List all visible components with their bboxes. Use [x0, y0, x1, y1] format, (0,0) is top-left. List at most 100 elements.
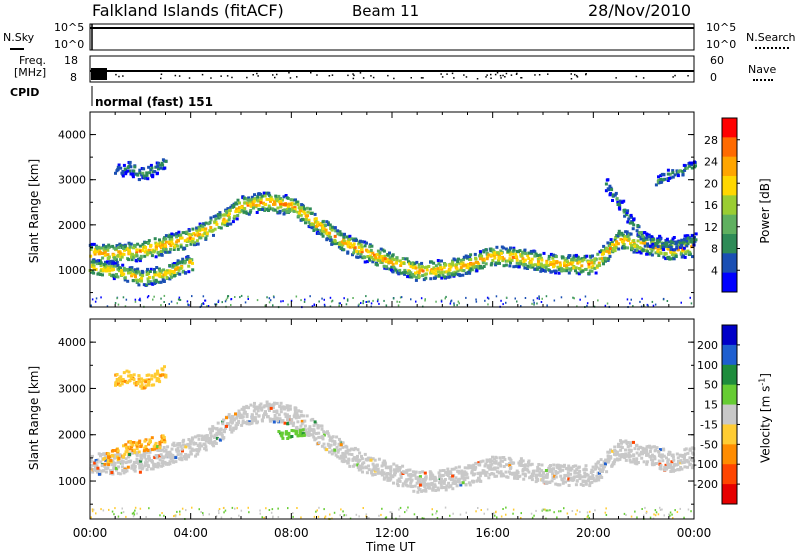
ground-scatter-cell: [377, 298, 379, 301]
range-gate-cell: [596, 252, 600, 256]
range-gate-cell: [458, 481, 462, 485]
range-gate-cell: [442, 469, 446, 472]
range-gate-cell: [107, 463, 111, 467]
range-gate-cell: [469, 258, 473, 261]
range-gate-cell: [397, 477, 401, 481]
ground-scatter-cell: [514, 297, 516, 300]
range-gate-cell: [108, 269, 112, 273]
range-gate-cell: [656, 249, 660, 253]
range-gate-cell: [683, 465, 687, 469]
ground-scatter-cell: [487, 297, 490, 300]
range-gate-cell: [509, 246, 512, 250]
range-gate-cell: [295, 200, 299, 204]
ground-scatter-cell: [630, 298, 632, 301]
colorbar-tick-label: -100: [693, 458, 718, 471]
ground-scatter-cell: [231, 506, 234, 509]
range-gate-cell: [438, 271, 442, 275]
range-gate-cell: [257, 414, 261, 418]
range-gate-cell: [330, 449, 334, 453]
y-tick-label: 3000: [58, 382, 86, 395]
range-gate-cell: [241, 421, 245, 425]
range-gate-cell: [103, 250, 107, 254]
range-gate-cell: [149, 267, 153, 271]
range-gate-cell: [179, 243, 183, 247]
ground-scatter-cell: [346, 298, 349, 301]
range-gate-cell: [346, 244, 350, 248]
range-gate-cell: [247, 200, 251, 204]
range-gate-cell: [547, 257, 551, 261]
range-gate-cell: [259, 196, 263, 200]
range-gate-cell: [167, 240, 171, 244]
range-gate-cell: [161, 463, 165, 467]
range-gate-cell: [677, 170, 681, 174]
range-gate-cell: [568, 254, 572, 258]
colorbar-tick-label: 4: [711, 264, 718, 277]
range-gate-cell: [117, 269, 121, 273]
ground-scatter-cell: [683, 516, 685, 519]
range-gate-cell: [487, 476, 491, 480]
range-gate-cell: [187, 270, 191, 274]
range-gate-cell: [168, 450, 172, 454]
ground-scatter-cell: [191, 506, 193, 509]
range-gate-cell: [142, 167, 146, 171]
range-gate-cell: [300, 206, 304, 210]
range-gate-cell: [506, 475, 510, 479]
range-gate-cell: [116, 165, 120, 169]
range-gate-cell: [314, 437, 318, 441]
range-gate-cell: [121, 378, 125, 381]
range-gate-cell: [162, 373, 166, 377]
ground-scatter-cell: [589, 510, 591, 513]
range-gate-cell: [378, 471, 382, 475]
range-gate-cell: [163, 365, 166, 369]
range-gate-cell: [420, 267, 423, 270]
range-gate-cell: [294, 429, 298, 433]
range-gate-cell: [182, 455, 186, 459]
range-gate-cell: [167, 455, 171, 459]
range-gate-cell: [592, 261, 596, 265]
ground-scatter-cell: [230, 298, 232, 301]
range-gate-cell: [588, 481, 592, 485]
range-gate-cell: [157, 243, 161, 247]
y-tick-label: 2000: [58, 429, 86, 442]
range-gate-cell: [329, 238, 333, 242]
range-gate-cell: [424, 489, 428, 493]
range-gate-cell: [104, 267, 108, 271]
range-gate-cell: [409, 474, 413, 477]
range-gate-cell: [317, 232, 321, 235]
ground-scatter-cell: [505, 506, 507, 509]
ground-scatter-cell: [352, 297, 354, 299]
range-gate-cell: [689, 240, 693, 244]
range-gate-cell: [683, 234, 687, 238]
ground-scatter-cell: [424, 299, 426, 302]
range-gate-cell: [191, 227, 195, 231]
ground-scatter-cell: [134, 509, 136, 512]
range-gate-cell: [312, 431, 316, 435]
colorbar-segment: [722, 384, 737, 406]
range-gate-cell: [414, 266, 418, 270]
range-gate-cell: [481, 459, 485, 463]
range-gate-cell: [478, 250, 482, 254]
range-gate-cell: [671, 252, 675, 256]
range-gate-cell: [662, 242, 666, 245]
range-gate-cell: [329, 235, 333, 239]
range-gate-cell: [135, 259, 139, 263]
range-gate-cell: [161, 240, 165, 244]
range-gate-cell: [316, 424, 320, 428]
ground-scatter-cell: [399, 296, 402, 299]
range-gate-cell: [148, 280, 152, 284]
range-gate-cell: [446, 467, 450, 471]
range-gate-cell: [504, 247, 508, 251]
ground-scatter-cell: [487, 303, 489, 306]
ground-scatter-cell: [346, 299, 349, 302]
range-gate-cell: [148, 270, 152, 273]
range-gate-cell: [624, 213, 628, 217]
range-gate-cell: [358, 239, 362, 243]
range-gate-cell: [521, 472, 525, 476]
ground-scatter-cell: [200, 304, 203, 307]
ground-scatter-cell: [221, 301, 223, 304]
range-gate-cell: [331, 439, 335, 443]
range-gate-cell: [238, 206, 241, 210]
range-gate-cell: [267, 209, 270, 212]
x-tick-label: 00:00: [73, 526, 108, 540]
